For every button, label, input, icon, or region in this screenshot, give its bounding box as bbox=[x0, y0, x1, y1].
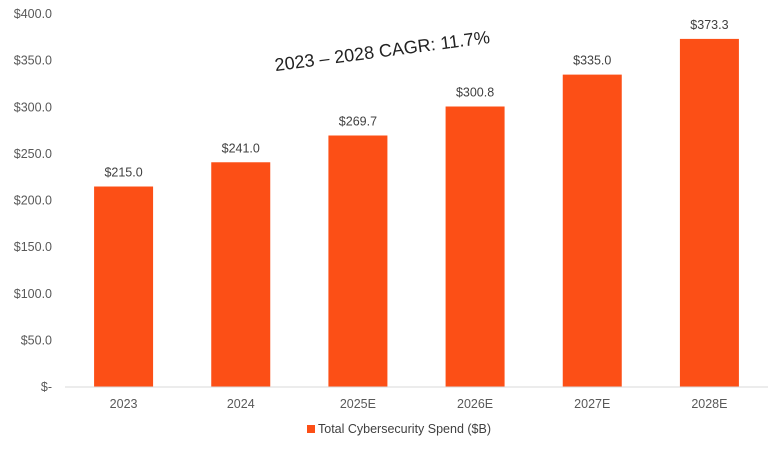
bar bbox=[445, 106, 505, 387]
legend: Total Cybersecurity Spend ($B) bbox=[307, 422, 491, 436]
y-tick-label: $100.0 bbox=[14, 287, 52, 301]
bar bbox=[94, 186, 154, 387]
legend-swatch bbox=[307, 425, 315, 433]
y-tick-label: $350.0 bbox=[14, 54, 52, 68]
data-label: $373.3 bbox=[690, 18, 728, 32]
y-tick-label: $150.0 bbox=[14, 240, 52, 254]
bar bbox=[679, 38, 739, 387]
x-tick-label: 2023 bbox=[110, 397, 138, 411]
y-tick-label: $200.0 bbox=[14, 194, 52, 208]
x-tick-label: 2028E bbox=[691, 397, 727, 411]
data-label: $241.0 bbox=[222, 141, 260, 155]
data-label: $300.8 bbox=[456, 86, 494, 100]
x-tick-label: 2027E bbox=[574, 397, 610, 411]
data-label: $269.7 bbox=[339, 115, 377, 129]
cagr-annotation: 2023 – 2028 CAGR: 11.7% bbox=[273, 27, 491, 75]
x-axis: 2023 2024 2025E 2026E 2027E 2028E bbox=[65, 386, 768, 411]
x-tick-label: 2026E bbox=[457, 397, 493, 411]
y-tick-label: $300.0 bbox=[14, 100, 52, 114]
x-tick-label: 2025E bbox=[340, 397, 376, 411]
y-tick-label: $250.0 bbox=[14, 147, 52, 161]
y-tick-label: $400.0 bbox=[14, 7, 52, 21]
bar bbox=[562, 74, 622, 388]
data-label: $335.0 bbox=[573, 54, 611, 68]
y-axis: $- $50.0 $100.0 $150.0 $200.0 $250.0 $300.0 $35… bbox=[14, 7, 52, 394]
bars bbox=[94, 38, 739, 388]
data-label: $215.0 bbox=[104, 166, 142, 180]
bar bbox=[211, 162, 271, 387]
y-tick-label: $50.0 bbox=[21, 333, 52, 347]
x-tick-label: 2024 bbox=[227, 397, 255, 411]
bar bbox=[328, 135, 388, 387]
y-tick-label: $- bbox=[41, 380, 52, 394]
data-labels: $215.0 $241.0 $269.7 $300.8 $335.0 $373.3 bbox=[104, 18, 728, 180]
legend-label: Total Cybersecurity Spend ($B) bbox=[318, 422, 491, 436]
